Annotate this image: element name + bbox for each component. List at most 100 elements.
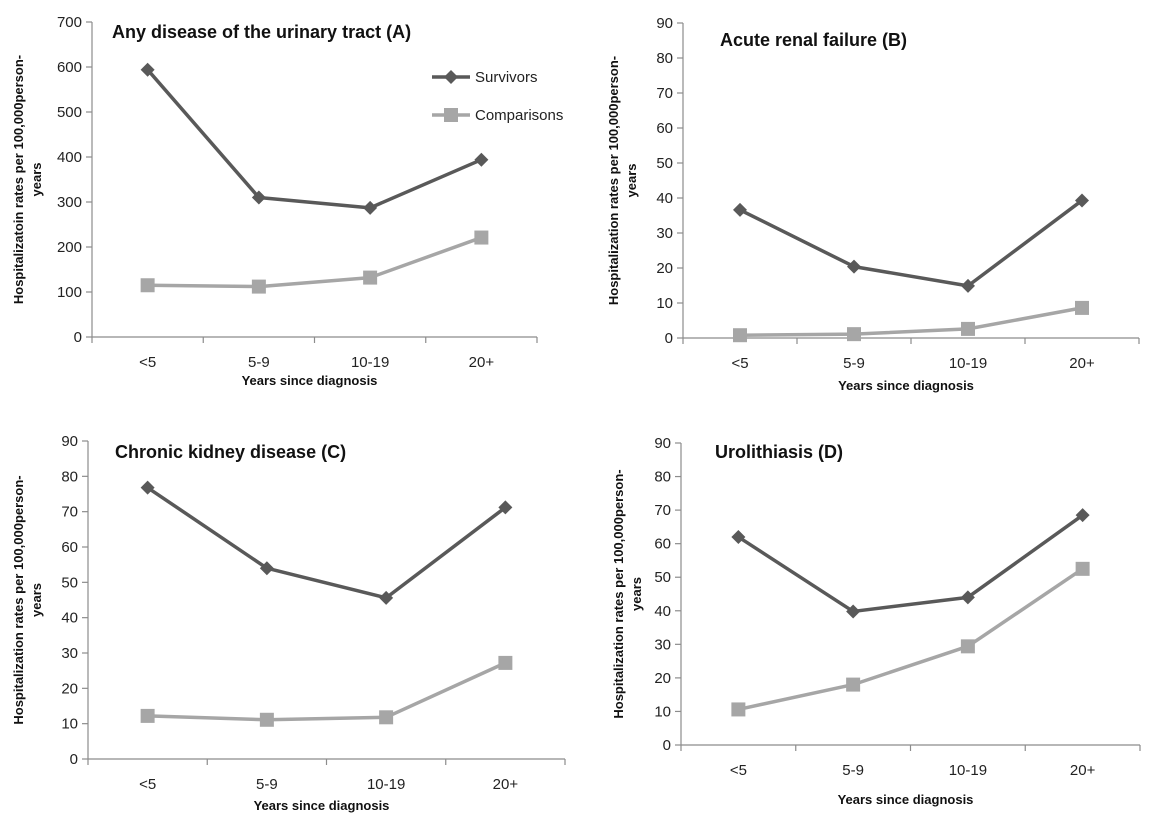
series-line <box>737 513 1084 614</box>
data-point <box>960 590 975 605</box>
legend-label: Survivors <box>475 69 538 86</box>
y-tick-label: 70 <box>656 85 673 102</box>
data-point <box>733 328 747 343</box>
series-survivors <box>733 193 1089 293</box>
x-tick-label: 20+ <box>469 354 495 371</box>
y-tick-label: 70 <box>61 504 78 521</box>
series-comparisons <box>140 230 489 294</box>
y-tick-label: 50 <box>656 155 673 172</box>
x-axis-title: Years since diagnosis <box>254 798 390 813</box>
data-point <box>498 500 513 515</box>
panel-title: Acute renal failure (B) <box>720 30 907 50</box>
x-axis-title: Years since diagnosis <box>242 373 378 388</box>
y-tick-label: 10 <box>656 295 673 312</box>
x-tick-label: 20+ <box>1070 762 1096 779</box>
y-tick-label: 90 <box>61 433 78 450</box>
y-axis-title: Hospitalization rates per 100,000person- <box>611 469 626 718</box>
series-comparisons <box>733 300 1089 343</box>
series-survivors <box>140 62 489 215</box>
y-tick-label: 0 <box>74 329 82 346</box>
y-tick-label: 90 <box>654 435 671 452</box>
x-tick-label: <5 <box>139 776 156 793</box>
data-point <box>847 259 861 274</box>
data-point <box>140 708 155 723</box>
y-tick-label: 80 <box>61 468 78 485</box>
data-point <box>140 480 155 495</box>
series-comparisons <box>731 561 1090 717</box>
x-tick-label: <5 <box>139 354 156 371</box>
y-tick-label: 80 <box>654 469 671 486</box>
y-tick-label: 20 <box>61 680 78 697</box>
data-point <box>960 639 975 654</box>
y-axis-title-line2: years <box>29 163 44 197</box>
data-point <box>847 327 861 342</box>
x-tick-label: 10-19 <box>949 355 987 372</box>
series-line <box>147 661 507 722</box>
y-axis-title: Hospitalizatoin rates per 100,000person- <box>11 55 26 304</box>
y-tick-label: 10 <box>654 703 671 720</box>
panel-title: Urolithiasis (D) <box>715 442 843 462</box>
y-tick-label: 400 <box>57 149 82 166</box>
chart-panel-c: 0 10 20 30 40 50 60 70 80 90 <5 5-9 10-19 20+ Years si… <box>11 433 566 813</box>
legend-label: Comparisons <box>475 107 563 124</box>
y-tick-label: 50 <box>61 574 78 591</box>
series-survivors <box>140 480 513 605</box>
panel-title: Chronic kidney disease (C) <box>115 442 346 462</box>
chart-panel-a: 0 100 200 300 400 500 600 700 <5 5-9 10-19 20+ Years… <box>11 14 563 388</box>
series-line <box>739 306 1083 337</box>
x-tick-label: 5-9 <box>843 355 865 372</box>
data-point <box>379 590 394 605</box>
y-tick-label: 60 <box>61 539 78 556</box>
y-tick-label: 40 <box>654 603 671 620</box>
legend: Survivors Comparisons <box>432 69 563 124</box>
y-axis-title-line2: years <box>29 583 44 617</box>
x-tick-label: <5 <box>730 762 747 779</box>
data-point <box>379 710 394 725</box>
y-tick-label: 40 <box>61 610 78 627</box>
data-point <box>474 152 489 167</box>
y-tick-label: 70 <box>654 502 671 519</box>
y-tick-label: 20 <box>656 260 673 277</box>
series-line <box>146 68 483 210</box>
y-tick-label: 50 <box>654 569 671 586</box>
chart-panel-d: 0 10 20 30 40 50 60 70 80 90 <5 5-9 10-19 20+ Years si… <box>611 435 1141 807</box>
y-tick-label: 40 <box>656 190 673 207</box>
x-tick-label: 20+ <box>1069 355 1095 372</box>
data-point <box>259 712 274 727</box>
legend-item-survivors: Survivors <box>432 69 538 86</box>
data-point <box>961 321 975 336</box>
data-point <box>259 561 274 576</box>
series-comparisons <box>140 655 513 727</box>
data-point <box>1075 508 1090 523</box>
y-axis-title-line2: years <box>624 164 639 198</box>
series-line <box>739 199 1084 288</box>
y-tick-label: 0 <box>663 737 671 754</box>
y-tick-label: 60 <box>656 120 673 137</box>
data-point <box>251 279 266 294</box>
legend-marker <box>444 108 458 122</box>
data-point <box>251 190 266 205</box>
data-point <box>498 655 513 670</box>
chart-panel-b: 0 10 20 30 40 50 60 70 80 90 <5 5-9 10-19 20+ Years si… <box>606 15 1140 393</box>
x-tick-label: 10-19 <box>367 776 405 793</box>
y-tick-label: 500 <box>57 104 82 121</box>
y-tick-label: 300 <box>57 194 82 211</box>
x-tick-label: <5 <box>731 355 748 372</box>
data-point <box>846 604 861 619</box>
y-tick-label: 30 <box>654 636 671 653</box>
data-point <box>961 278 975 293</box>
data-point <box>1075 561 1090 576</box>
x-tick-label: 10-19 <box>949 762 987 779</box>
y-axis-title: Hospitalization rates per 100,000person- <box>606 56 621 305</box>
x-tick-label: 5-9 <box>248 354 270 371</box>
series-line <box>146 486 507 600</box>
y-axis-title: Hospitalization rates per 100,000person- <box>11 475 26 724</box>
x-axis-title: Years since diagnosis <box>838 378 974 393</box>
y-tick-label: 80 <box>656 50 673 67</box>
data-point <box>474 230 489 245</box>
y-tick-label: 600 <box>57 59 82 76</box>
y-tick-label: 10 <box>61 716 78 733</box>
data-point <box>363 270 378 285</box>
x-tick-label: 10-19 <box>351 354 389 371</box>
